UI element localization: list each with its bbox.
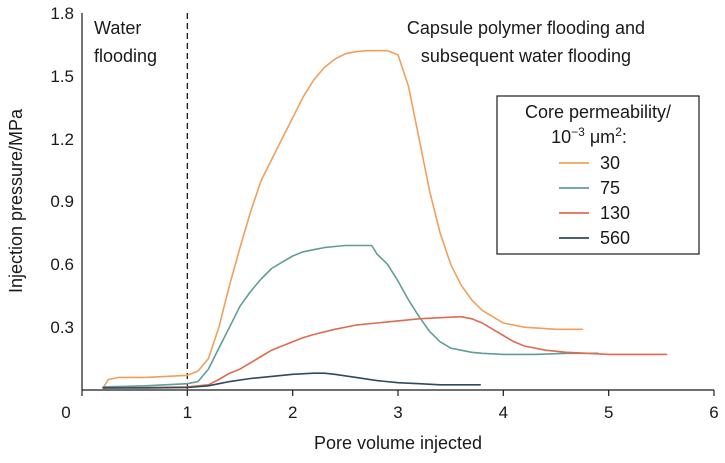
series-line-30 [102, 49, 584, 389]
annotation-capsule-line2: subsequent water flooding [421, 46, 631, 66]
legend-title-line1: Core permeability/ [525, 102, 671, 122]
annotation-water-flooding-line1: Water [94, 18, 141, 38]
x-tick-label: 2 [288, 403, 297, 422]
annotation-capsule-line1: Capsule polymer flooding and [407, 18, 645, 38]
x-tick-marks [81, 390, 715, 396]
x-tick-label: 3 [393, 403, 402, 422]
legend-label-130: 130 [600, 203, 630, 223]
y-tick-label: 1.8 [50, 4, 74, 23]
series-line-560 [102, 372, 482, 389]
legend-label-75: 75 [600, 178, 620, 198]
x-tick-label: 5 [604, 403, 613, 422]
y-axis-title: Injection pressure/MPa [6, 108, 26, 293]
y-tick-label: 1.5 [50, 67, 74, 86]
y-tick-label: 0.9 [50, 192, 74, 211]
x-tick-label: 6 [709, 403, 718, 422]
x-tick-label: 0 [61, 403, 70, 422]
x-tick-label: 1 [183, 403, 192, 422]
legend-label-30: 30 [600, 153, 620, 173]
x-axis-title: Pore volume injected [314, 433, 482, 453]
series-layer [102, 49, 668, 389]
y-tick-label: 1.2 [50, 130, 74, 149]
y-tick-label: 0.6 [50, 255, 74, 274]
legend-label-560: 560 [600, 228, 630, 248]
y-tick-label: 0.3 [50, 318, 74, 337]
series-line-75 [102, 244, 599, 388]
annotation-water-flooding-line2: flooding [94, 46, 157, 66]
legend-title-line2: 10−3 μm2: [551, 125, 627, 147]
x-tick-label: 4 [499, 403, 508, 422]
legend: Core permeability/ 10−3 μm2: 30 75 130 5… [496, 95, 700, 255]
legend-box [496, 95, 700, 255]
series-line-130 [102, 315, 668, 389]
